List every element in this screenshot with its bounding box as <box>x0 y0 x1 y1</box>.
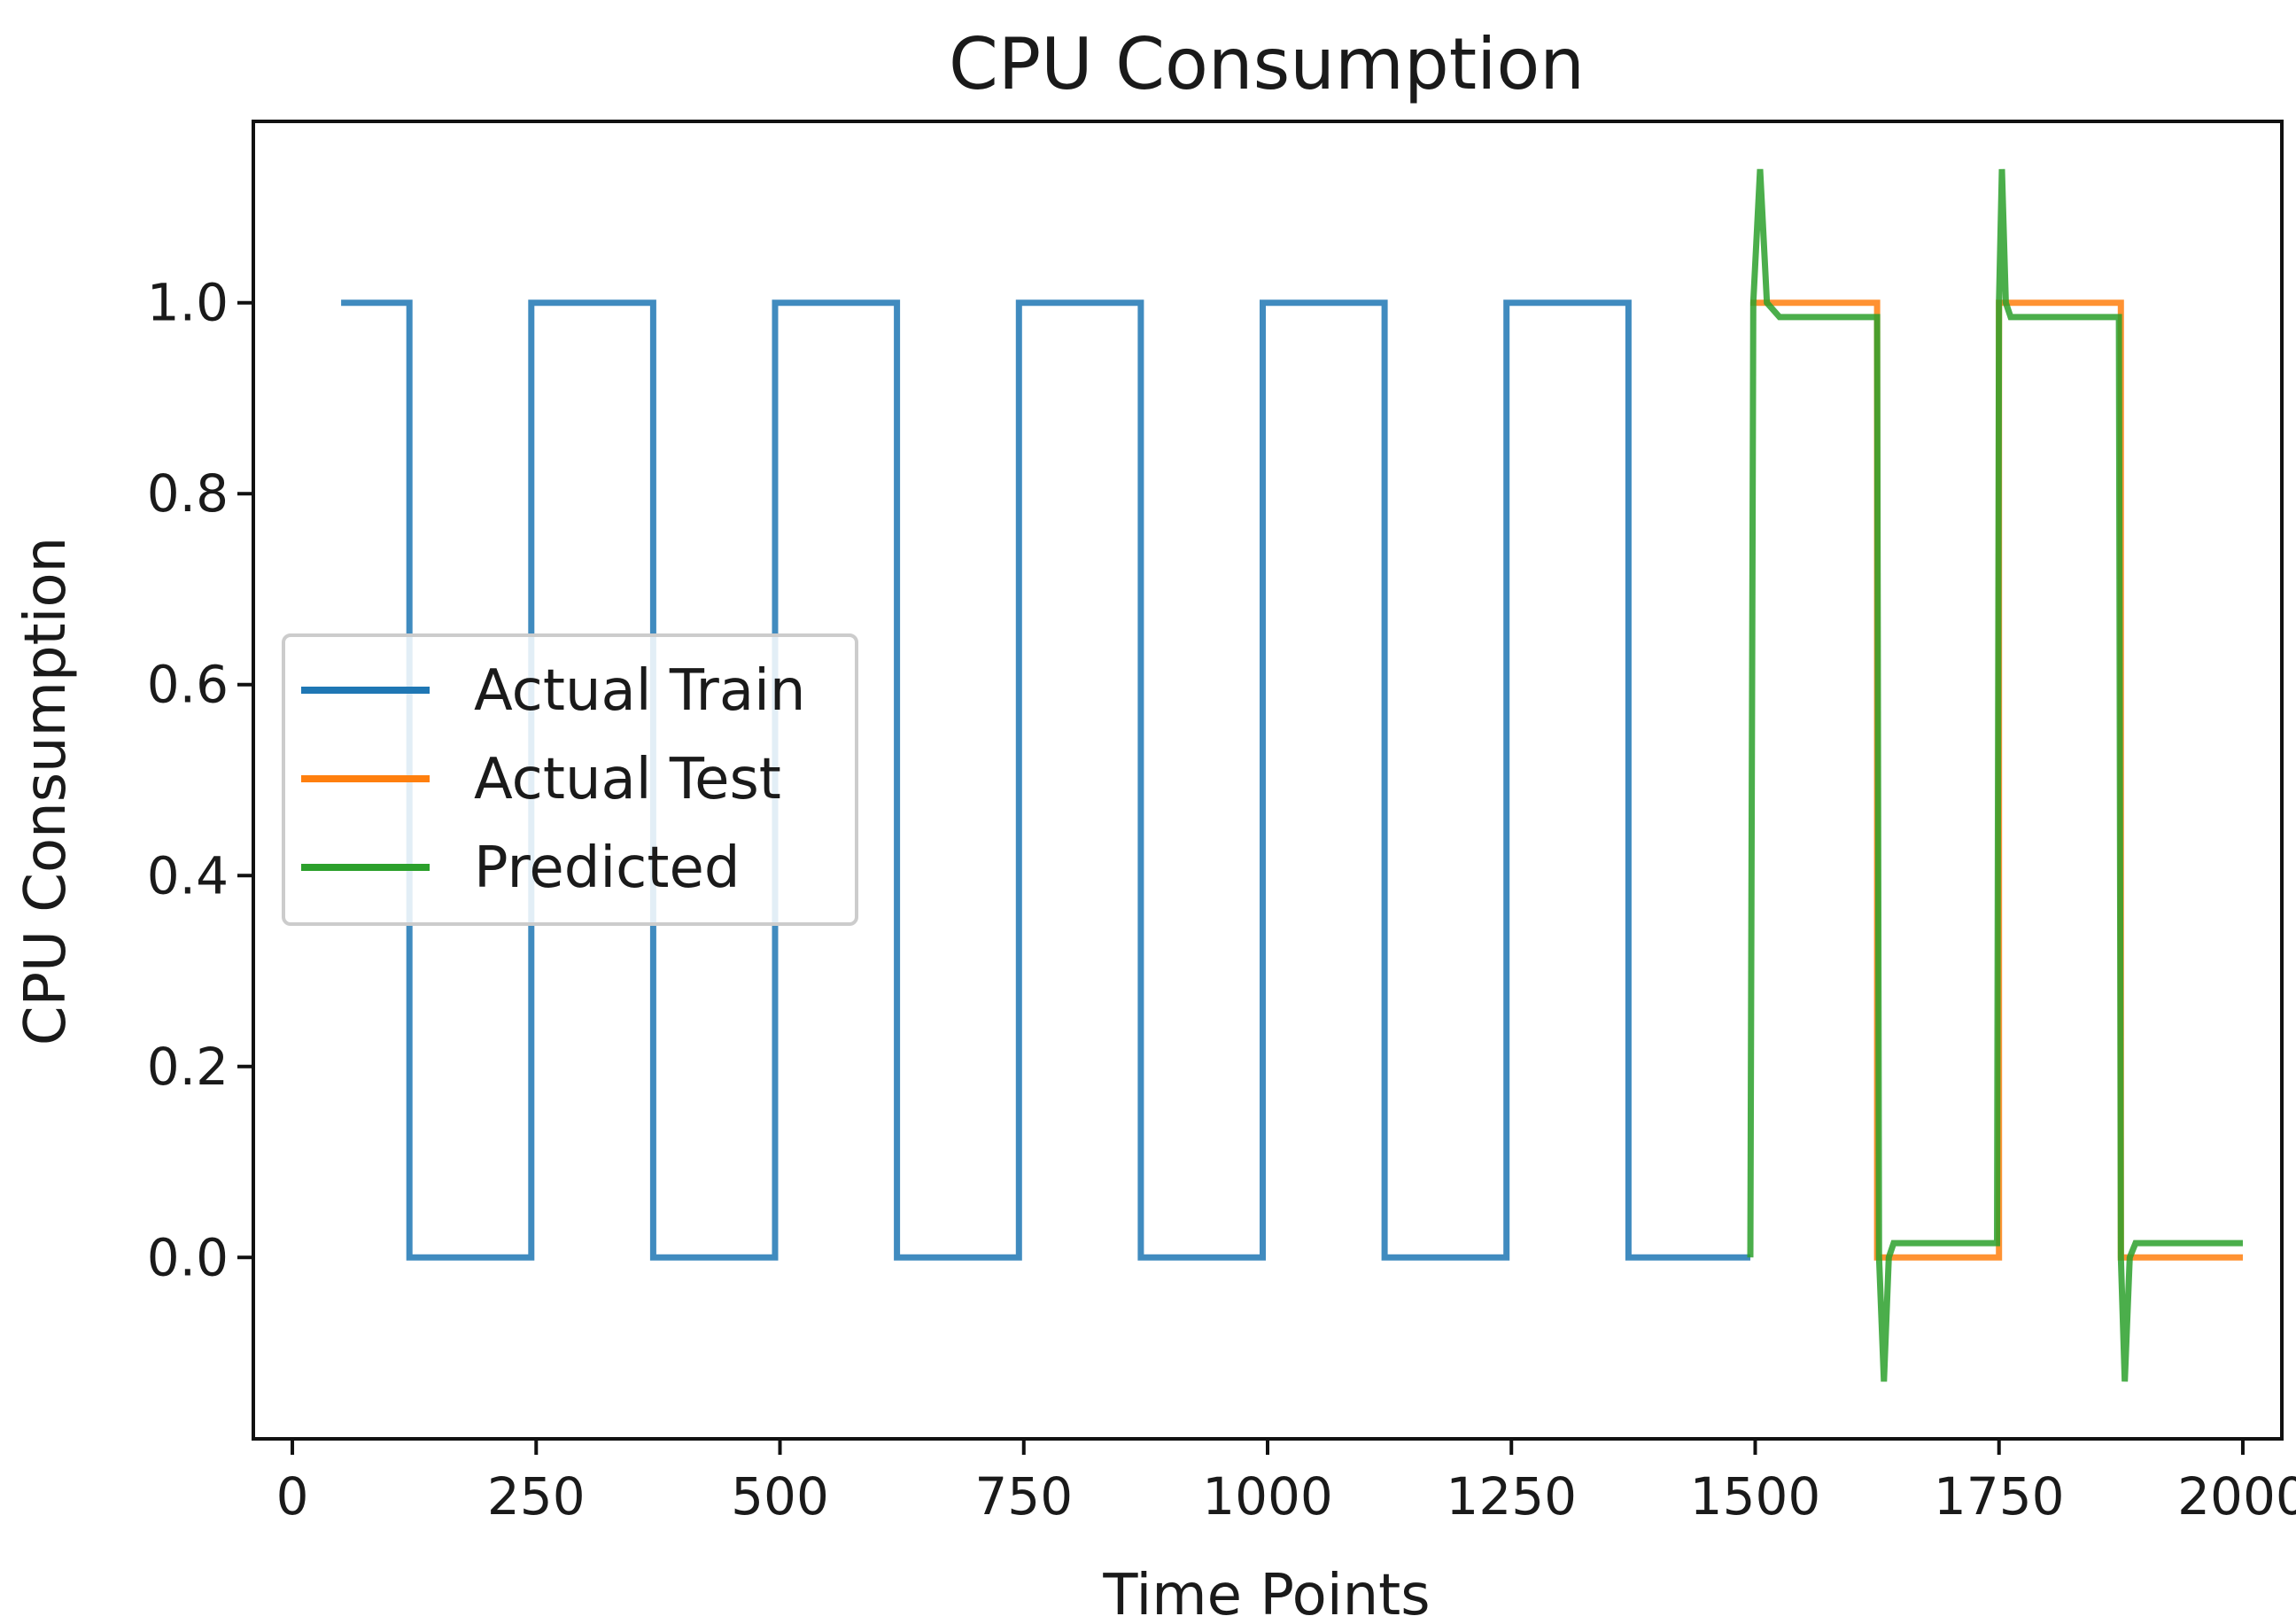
chart-title: CPU Consumption <box>949 23 1585 105</box>
y-tick-label: 0.6 <box>147 655 229 715</box>
x-tick-label: 1750 <box>1934 1466 2065 1527</box>
series-line-actual-train <box>341 299 1750 1261</box>
x-tick-label: 250 <box>487 1466 586 1527</box>
y-axis-label: CPU Consumption <box>13 537 79 1045</box>
x-tick-label: 750 <box>974 1466 1073 1527</box>
y-tick-label: 0.0 <box>147 1227 229 1287</box>
x-tick-label: 1500 <box>1690 1466 1821 1527</box>
y-tick-label: 1.0 <box>147 273 229 333</box>
x-tick-label: 1250 <box>1446 1466 1577 1527</box>
y-tick-label: 0.4 <box>147 845 229 905</box>
series-layer <box>341 168 2243 1382</box>
x-tick-label: 500 <box>731 1466 829 1527</box>
x-tick-label: 0 <box>276 1466 309 1527</box>
x-tick-label: 2000 <box>2177 1466 2296 1527</box>
series-line-predicted <box>1747 168 2243 1382</box>
legend-label-actual-test: Actual Test <box>474 747 781 812</box>
legend: Actual Train Actual Test Predicted <box>282 633 858 926</box>
ticks-layer: 0 250 500 750 1000 1250 1500 1750 2000 0.0 0.2 0.4 0… <box>147 273 2296 1527</box>
legend-box <box>282 633 858 926</box>
y-tick-label: 0.8 <box>147 463 229 524</box>
legend-label-actual-train: Actual Train <box>474 658 805 724</box>
x-tick-label: 1000 <box>1202 1466 1333 1527</box>
legend-items: Actual Train Actual Test Predicted <box>301 658 805 901</box>
legend-label-predicted: Predicted <box>474 835 740 901</box>
y-tick-label: 0.2 <box>147 1037 229 1097</box>
x-axis-label: Time Points <box>1102 1563 1430 1624</box>
